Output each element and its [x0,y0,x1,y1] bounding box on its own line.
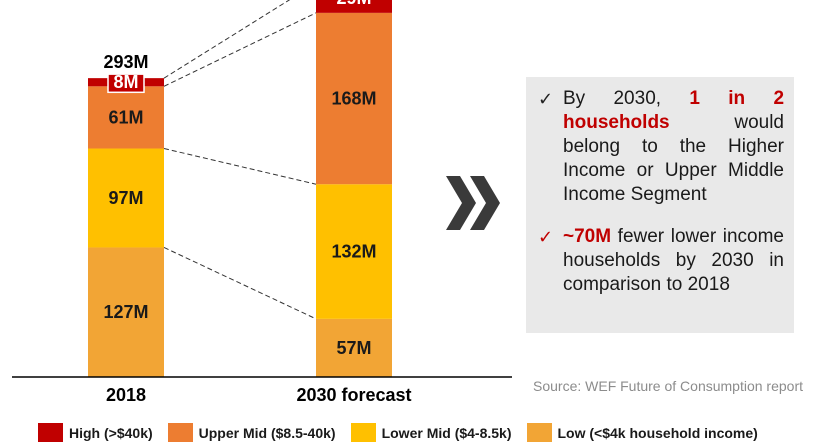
legend-item-high: High (>$40k) [38,423,153,442]
bullet1-post: would belong to the Higher Income or Upp… [563,112,784,205]
connector-line [163,0,291,79]
insight-bullet-2: ✓ ~70M fewer lower income households by 2… [526,225,784,297]
bar-segment [316,184,392,319]
connector-line [163,12,317,87]
category-label: 2018 [106,385,146,405]
segment-value-label: 29M [336,0,371,8]
segment-value-label: 127M [103,302,148,322]
legend-label: Low (<$4k household income) [557,424,758,441]
legend-swatch [167,423,193,442]
bar-segment [88,86,164,149]
bullet1-highlight: 1 in 2 households [563,88,785,133]
bar-segment [88,148,164,248]
segment-value-label: 61M [108,107,143,127]
connector-line [163,148,317,185]
segment-label-background [107,73,145,94]
segment-value-label: 57M [336,338,371,358]
insight-bullet-1: ✓ By 2030, 1 in 2 households would belong… [526,87,784,207]
segment-value-label: 168M [331,89,376,109]
checkmark-icon: ✓ [538,89,554,109]
bar-segment [316,12,392,185]
bar-total-label: 293M [103,52,148,72]
connector-line [163,247,317,320]
category-label: 2030 forecast [296,385,411,405]
legend-item-lower-mid: Lower Mid ($4-8.5k) [350,423,512,442]
stacked-bar-chart: 127M97M61M8M293M201857M132M168M29M386M20… [12,0,512,405]
labels: 127M97M61M8M293M201857M132M168M29M386M20… [103,0,411,405]
legend-item-low: Low (<$4k household income) [526,423,758,442]
source-note: Source: WEF Future of Consumption report [533,378,803,394]
segment-value-label: 8M [113,72,138,92]
bar-segment [88,247,164,377]
bar-segment [316,0,392,13]
connector-lines [163,0,317,320]
segment-value-label: 132M [331,242,376,262]
legend-label: High (>$40k) [69,424,153,441]
bullet1-pre: By 2030, [563,88,690,109]
legend-swatch [38,423,63,442]
segment-value-label: 97M [108,188,143,208]
bullet2-post: fewer lower income households by 2030 in… [563,226,784,295]
bars [88,0,392,377]
legend-item-upper-mid: Upper Mid ($8.5-40k) [167,423,336,442]
insight-panel: ✓ By 2030, 1 in 2 households would belong… [526,77,794,333]
legend-swatch [350,423,376,442]
bullet2-highlight: ~70M [563,226,612,247]
checkmark-icon: ✓ [538,227,554,247]
legend: High (>$40k) Upper Mid ($8.5-40k) Lower … [38,423,773,442]
double-chevron-right-icon [446,176,500,230]
bar-segment [316,318,392,377]
legend-label: Lower Mid ($4-8.5k) [381,424,512,441]
legend-label: Upper Mid ($8.5-40k) [198,424,336,441]
legend-swatch [526,423,552,442]
